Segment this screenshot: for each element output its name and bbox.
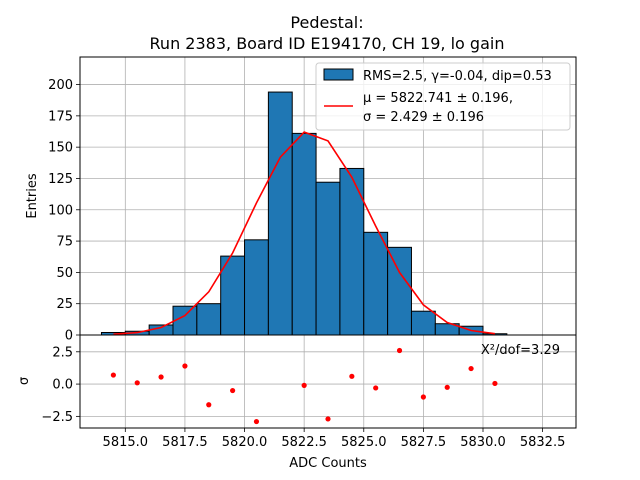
residual-point <box>134 380 140 386</box>
histogram-y-tick-label: 125 <box>48 172 73 187</box>
chart-title: Pedestal: <box>290 13 363 32</box>
histogram-bars <box>100 91 508 336</box>
residual-point <box>492 380 498 387</box>
fit-curve-line <box>113 131 496 335</box>
histogram-y-tick-label: 175 <box>48 109 73 124</box>
histogram-y-axis-label: Entries <box>25 173 40 219</box>
residual-point <box>468 365 474 372</box>
histogram-bar <box>363 231 389 336</box>
histogram-y-ticks: 0 25 50 75 100 125 150 175 200 <box>48 78 80 344</box>
legend-patch-histogram <box>323 68 354 81</box>
residual-y-tick-label: 0.0 <box>52 378 73 393</box>
legend-box <box>315 62 571 131</box>
fit-curve <box>113 131 496 335</box>
residual-x-ticks: 5815.0 5817.5 5820.0 5822.5 5825.0 5827.5 5830… <box>103 428 566 450</box>
x-tick-label: 5820.0 <box>222 435 268 450</box>
x-tick-label: 5832.5 <box>520 435 566 450</box>
residual-y-ticks: −2.5 0.0 2.5 <box>41 345 80 425</box>
x-tick-label: 5830.0 <box>460 435 506 450</box>
x-tick-label: 5817.5 <box>162 435 208 450</box>
residual-y-axis-label: σ <box>17 377 32 385</box>
histogram-bar <box>387 246 412 336</box>
residual-annotation: X²/dof=3.29 <box>481 343 560 358</box>
x-tick-label: 5822.5 <box>281 435 327 450</box>
residual-point <box>253 418 260 425</box>
residual-y-tick-label: −2.5 <box>41 410 73 425</box>
histogram-y-tick-label: 25 <box>56 297 73 312</box>
histogram-bar <box>267 91 293 336</box>
residual-points <box>110 347 498 425</box>
residual-point <box>373 385 379 391</box>
residual-point <box>182 363 188 369</box>
histogram-bar <box>291 132 317 336</box>
residual-point <box>420 394 426 400</box>
histogram-bar <box>410 310 436 336</box>
x-tick-label: 5825.0 <box>341 435 387 450</box>
residual-point <box>349 373 355 379</box>
histogram-y-tick-label: 150 <box>48 141 73 156</box>
x-axis-label: ADC Counts <box>289 456 367 471</box>
legend: RMS=2.5, γ=-0.04, dip=0.53 μ = 5822.741 … <box>315 62 571 131</box>
residual-point <box>396 347 403 354</box>
residual-point <box>325 416 331 422</box>
residual-point <box>110 372 116 378</box>
legend-label-fit-line2: σ = 2.429 ± 0.196 <box>363 110 484 125</box>
histogram-bar <box>244 239 269 336</box>
legend-label-fit-line1: μ = 5822.741 ± 0.196, <box>363 91 513 106</box>
residual-point <box>444 384 450 390</box>
residual-y-tick-label: 2.5 <box>52 345 73 360</box>
histogram-bar <box>196 303 222 336</box>
histogram-y-tick-label: 100 <box>48 203 73 218</box>
x-tick-label: 5815.0 <box>103 435 149 450</box>
residual-point <box>206 402 212 408</box>
residual-axes-frame <box>79 334 577 429</box>
histogram-y-tick-label: 0 <box>65 329 73 344</box>
residual-point <box>230 387 236 394</box>
histogram-y-tick-label: 75 <box>56 235 73 250</box>
chart-subtitle: Run 2383, Board ID E194170, CH 19, lo ga… <box>150 34 505 53</box>
histogram-bar <box>315 181 341 336</box>
legend-label-histogram: RMS=2.5, γ=-0.04, dip=0.53 <box>363 69 552 84</box>
x-tick-label: 5827.5 <box>401 435 447 450</box>
residual-point <box>301 382 307 388</box>
histogram-y-tick-label: 200 <box>48 78 73 93</box>
histogram-y-tick-label: 50 <box>56 266 73 281</box>
residual-point <box>158 374 164 380</box>
